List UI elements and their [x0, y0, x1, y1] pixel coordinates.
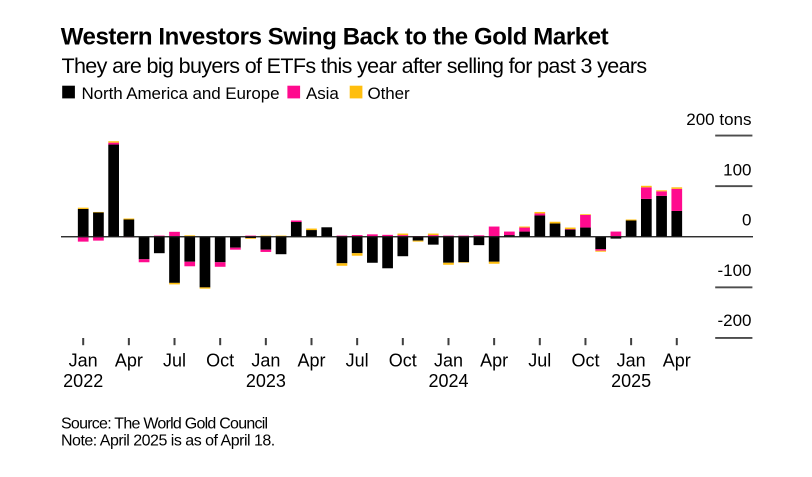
- svg-text:2024: 2024: [428, 371, 468, 391]
- svg-text:Oct: Oct: [571, 350, 599, 370]
- svg-text:Jan: Jan: [617, 350, 646, 370]
- svg-text:2022: 2022: [63, 371, 103, 391]
- svg-text:-100: -100: [717, 261, 751, 280]
- svg-text:Apr: Apr: [115, 350, 143, 370]
- svg-text:Western Investors Swing Back t: Western Investors Swing Back to the Gold…: [61, 24, 609, 51]
- svg-text:Oct: Oct: [389, 350, 417, 370]
- svg-text:Jan: Jan: [251, 350, 280, 370]
- svg-text:Apr: Apr: [297, 350, 325, 370]
- svg-text:North America and Europe: North America and Europe: [82, 84, 280, 103]
- svg-text:0: 0: [742, 211, 751, 230]
- svg-text:Jul: Jul: [528, 350, 551, 370]
- svg-text:100: 100: [723, 160, 751, 179]
- svg-text:200 tons: 200 tons: [686, 110, 751, 129]
- svg-text:Source: The World Gold Council: Source: The World Gold Council: [61, 416, 268, 433]
- svg-text:2025: 2025: [611, 371, 651, 391]
- svg-text:Jul: Jul: [346, 350, 369, 370]
- svg-text:Jan: Jan: [69, 350, 98, 370]
- svg-text:Note: April 2025 is as of Apri: Note: April 2025 is as of April 18.: [61, 433, 275, 450]
- svg-text:They are big buyers of ETFs th: They are big buyers of ETFs this year af…: [62, 54, 647, 78]
- svg-text:-200: -200: [717, 311, 751, 330]
- svg-text:Oct: Oct: [206, 350, 234, 370]
- svg-text:Apr: Apr: [663, 350, 691, 370]
- svg-text:Jul: Jul: [163, 350, 186, 370]
- svg-text:Other: Other: [368, 84, 410, 103]
- svg-text:2023: 2023: [246, 371, 286, 391]
- svg-text:Jan: Jan: [434, 350, 463, 370]
- svg-text:Asia: Asia: [306, 84, 339, 103]
- svg-text:Apr: Apr: [480, 350, 508, 370]
